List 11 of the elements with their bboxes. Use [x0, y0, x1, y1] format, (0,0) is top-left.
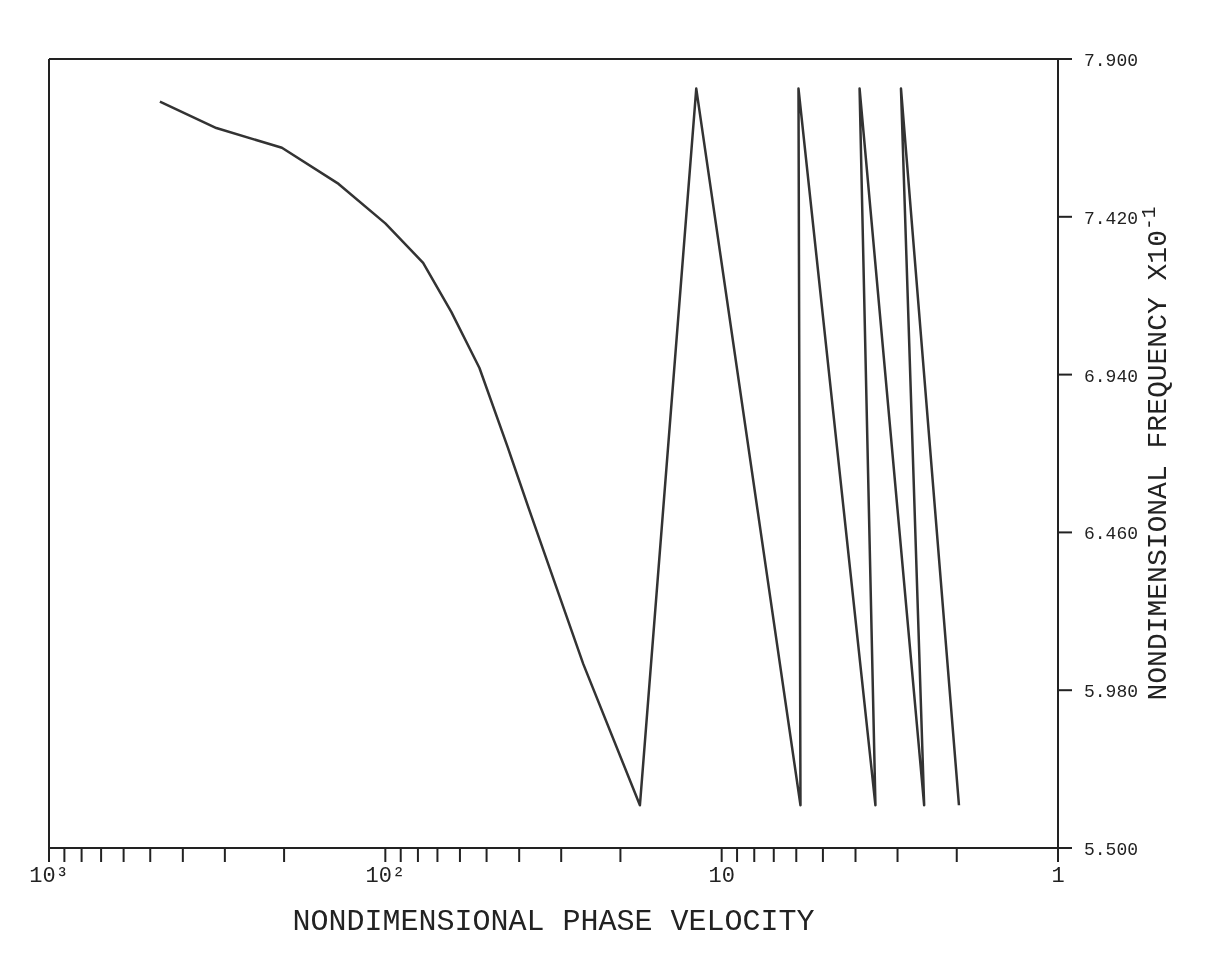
x-tick-label: 10² — [365, 864, 406, 889]
y-tick-label: 5.980 — [1084, 682, 1139, 703]
x-tick-label: 1 — [1051, 864, 1065, 889]
y-tick-label: 5.500 — [1084, 840, 1139, 860]
y-tick-label: 7.900 — [1084, 51, 1139, 71]
x-tick-label: 10 — [708, 864, 735, 889]
y-tick-label: 6.940 — [1084, 366, 1139, 387]
x-axis-title: NONDIMENSIONAL PHASE VELOCITY — [292, 905, 815, 939]
y-tick-label: 6.460 — [1084, 524, 1139, 545]
y-tick-label: 7.420 — [1084, 208, 1139, 229]
x-tick-label: 10³ — [29, 864, 69, 889]
